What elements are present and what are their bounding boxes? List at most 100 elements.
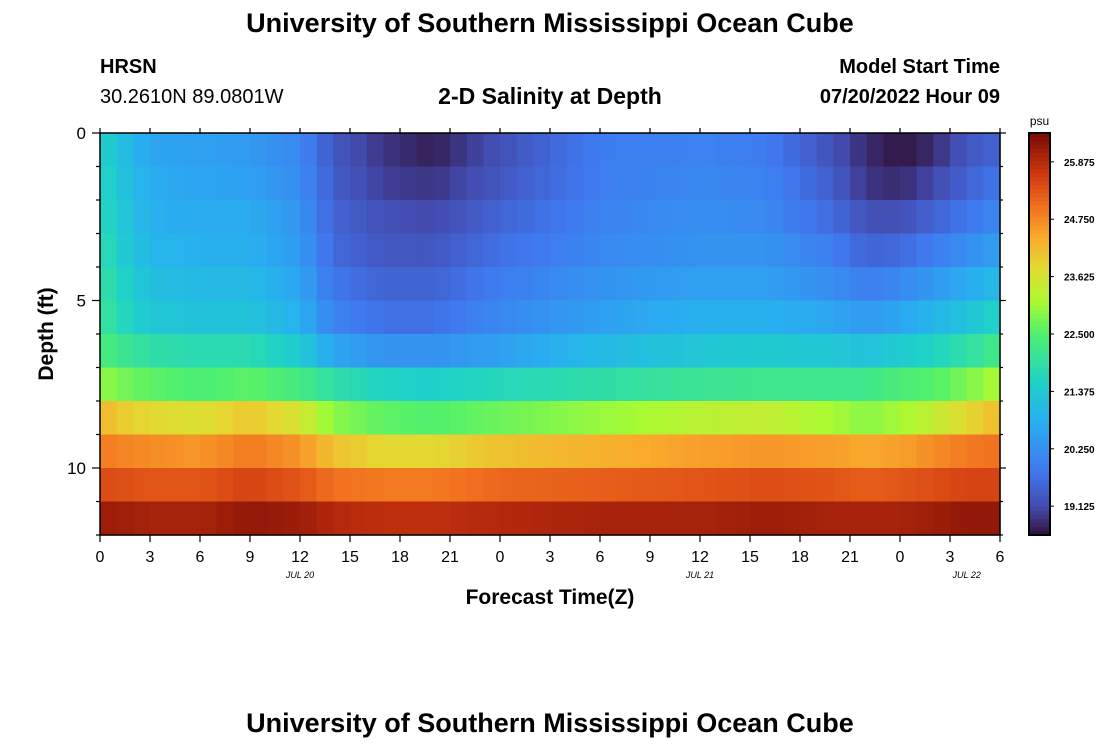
heatmap-cell	[816, 166, 834, 201]
heatmap-cell	[983, 468, 1001, 503]
heatmap-cell	[200, 166, 218, 201]
heatmap-cell	[416, 200, 434, 235]
heatmap-cell	[450, 501, 468, 536]
heatmap-cell	[950, 501, 968, 536]
heatmap-cell	[400, 233, 418, 268]
x-tick-label: 15	[341, 549, 359, 566]
heatmap-cell	[433, 133, 451, 168]
heatmap-cell	[483, 434, 501, 469]
heatmap-cell	[100, 434, 118, 469]
heatmap-cell	[833, 367, 851, 402]
heatmap-cell	[283, 200, 301, 235]
heatmap-cell	[250, 267, 268, 302]
heatmap-cell	[100, 367, 118, 402]
heatmap-cell	[466, 233, 484, 268]
heatmap-cell	[250, 401, 268, 436]
heatmap-cell	[850, 200, 868, 235]
colorbar-segment	[1029, 334, 1050, 339]
heatmap-cell	[633, 133, 651, 168]
heatmap-cell	[266, 267, 284, 302]
colorbar-segment	[1029, 526, 1050, 532]
heatmap-cell	[666, 367, 684, 402]
heatmap-cell	[350, 401, 368, 436]
heatmap-cell	[283, 233, 301, 268]
heatmap-cell	[933, 401, 951, 436]
heatmap-cell	[866, 166, 884, 201]
heatmap-cell	[566, 367, 584, 402]
heatmap-cell	[616, 166, 634, 201]
colorbar-unit-label: psu	[1030, 114, 1049, 128]
heatmap-cell	[583, 334, 601, 369]
heatmap-cell	[233, 367, 251, 402]
heatmap-cell	[100, 200, 118, 235]
heatmap-cell	[200, 233, 218, 268]
heatmap-cell	[216, 200, 234, 235]
colorbar-segment	[1029, 446, 1050, 452]
colorbar-segment	[1029, 358, 1050, 363]
colorbar: 25.875 24.750 23.625 22.500 21.375 20.250 19.1…	[1028, 114, 1095, 536]
heatmap-cell	[783, 401, 801, 436]
heatmap-cell	[583, 233, 601, 268]
heatmap-cell	[500, 233, 518, 268]
heatmap-cell	[766, 200, 784, 235]
heatmap-cell	[716, 300, 734, 335]
heatmap-cell	[700, 133, 718, 168]
heatmap-cell	[566, 501, 584, 536]
heatmap-cell	[283, 166, 301, 201]
heatmap-cell	[616, 200, 634, 235]
heatmap-cell	[116, 434, 134, 469]
heatmap-cell	[150, 334, 168, 369]
heatmap-cell	[400, 367, 418, 402]
heatmap-cell	[533, 166, 551, 201]
heatmap-cell	[550, 367, 568, 402]
heatmap-cell	[333, 468, 351, 503]
colorbar-segment	[1029, 197, 1050, 202]
colorbar-tick-label: 24.750	[1064, 215, 1095, 226]
heatmap-cell	[450, 267, 468, 302]
heatmap-cell	[216, 501, 234, 536]
heatmap-cell	[183, 166, 201, 201]
heatmap-cell	[433, 200, 451, 235]
chart-title: University of Southern Mississippi Ocean…	[246, 8, 854, 38]
heatmap-cell	[250, 166, 268, 201]
heatmap-cell	[550, 166, 568, 201]
colorbar-tick-label: 19.125	[1064, 502, 1095, 513]
heatmap-cell	[133, 300, 151, 335]
heatmap-cell	[183, 501, 201, 536]
heatmap-cell	[983, 367, 1001, 402]
heatmap-cell	[916, 267, 934, 302]
heatmap-cell	[283, 501, 301, 536]
colorbar-segment	[1029, 510, 1050, 516]
colorbar-segment	[1029, 185, 1050, 190]
heatmap-cell	[683, 133, 701, 168]
heatmap-cell	[133, 334, 151, 369]
colorbar-segment	[1029, 498, 1050, 504]
heatmap-cell	[916, 300, 934, 335]
heatmap-cell	[266, 200, 284, 235]
heatmap-cell	[900, 501, 918, 536]
heatmap-cell	[583, 401, 601, 436]
heatmap-cell	[433, 334, 451, 369]
heatmap-cell	[500, 133, 518, 168]
heatmap-cell	[116, 501, 134, 536]
heatmap-cell	[700, 501, 718, 536]
colorbar-tick-label: 20.250	[1064, 445, 1095, 456]
heatmap-cell	[116, 401, 134, 436]
heatmap-cell	[166, 434, 184, 469]
heatmap-cell	[733, 300, 751, 335]
heatmap-cell	[450, 166, 468, 201]
heatmap-cell	[950, 133, 968, 168]
colorbar-segment	[1029, 193, 1050, 198]
heatmap-cell	[283, 367, 301, 402]
heatmap-cell	[166, 166, 184, 201]
colorbar-segment	[1029, 382, 1050, 387]
heatmap-cell	[350, 334, 368, 369]
x-axis: 0 3 6 9 12 15 18 21 0 3 6 9 12 15 18 21 0 3 6 JUL 20 JUL 21 J…	[96, 128, 1005, 580]
heatmap-cell	[366, 166, 384, 201]
heatmap-cell	[733, 367, 751, 402]
heatmap-cell	[816, 300, 834, 335]
heatmap-cell	[766, 300, 784, 335]
heatmap-cell	[883, 501, 901, 536]
heatmap-cell	[400, 434, 418, 469]
heatmap-cell	[933, 334, 951, 369]
